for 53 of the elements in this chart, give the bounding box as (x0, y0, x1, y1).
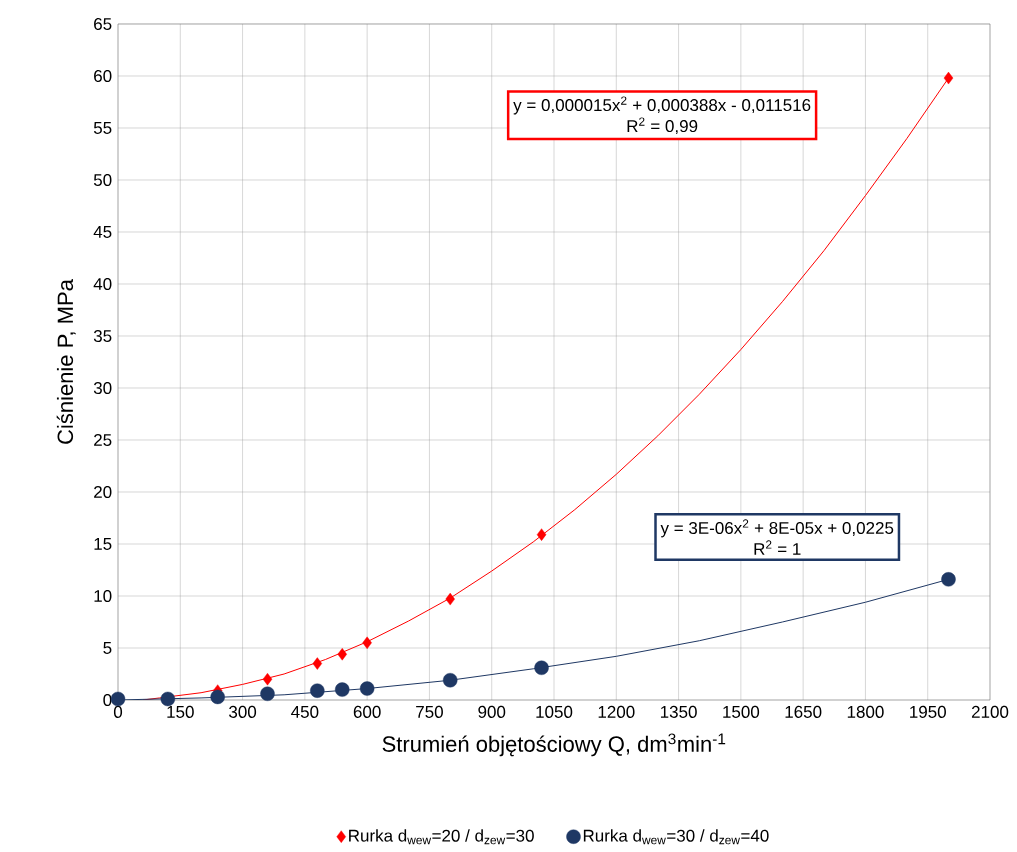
y-tick-label: 25 (94, 433, 112, 447)
y-tick-label: 20 (94, 485, 112, 499)
point (359, 681, 375, 696)
y-tick-label: 15 (94, 538, 112, 550)
x-tick-label: 150 (167, 705, 194, 718)
annotation: R$^{2}$ = 0,99 (627, 117, 698, 135)
point (362, 636, 372, 649)
point (943, 71, 954, 85)
y-tick-label: 65 (94, 17, 112, 31)
x-tick-label: 1650 (785, 705, 822, 718)
point (262, 673, 273, 686)
x-tick-label: 1350 (660, 705, 697, 718)
x-tick-label: 450 (291, 705, 319, 718)
x-tick-label: 1200 (598, 705, 635, 718)
point (210, 689, 225, 705)
y-tick-label: 55 (93, 122, 112, 134)
legend-label: Rurka d$_{wew}$=20 / d$_{zew}$=30 (349, 829, 534, 845)
x-tick-label: 1500 (723, 705, 760, 718)
y-tick-label: 40 (93, 277, 112, 291)
x-tick-label: 1950 (910, 705, 946, 718)
legend-label: Rurka d$_{wew}$=30 / d$_{zew}$=40 (583, 829, 769, 845)
annotation: y = 0,000015x$^{2}$ + 0,000388x - 0,011516 (513, 96, 811, 115)
point (160, 691, 176, 707)
y-tick-label: 0 (103, 693, 112, 707)
point (445, 592, 455, 606)
y-axis-title: Ciśnienie P, MPa (56, 279, 76, 444)
x-tick-label: 900 (478, 705, 506, 718)
y-tick-label: 60 (94, 69, 112, 83)
y-tick-label: 30 (93, 381, 112, 395)
x-tick-label: 0 (113, 705, 123, 718)
point (337, 648, 347, 661)
y-tick-label: 45 (93, 226, 112, 238)
point (260, 686, 275, 701)
x-axis-title: Strumień objętościowy Q, dm$^{3}$min$^{-1}$ (382, 733, 726, 757)
x-tick-label: 600 (353, 705, 381, 718)
y-tick-label: 10 (94, 589, 112, 603)
y-tick-label: 50 (93, 173, 112, 187)
x-tick-label: 2100 (971, 705, 1009, 718)
point (312, 657, 323, 670)
point (534, 660, 549, 675)
x-tick-label: 750 (416, 705, 443, 718)
point (941, 572, 956, 587)
annotation: R$^{2}$ = 1 (754, 540, 801, 555)
y-tick-label: 35 (93, 329, 112, 343)
y-tick-label: 5 (103, 642, 112, 654)
point (536, 528, 547, 541)
point (310, 683, 325, 698)
point (335, 682, 350, 697)
x-tick-label: 1800 (847, 705, 884, 718)
x-tick-label: 1050 (536, 705, 573, 718)
x-tick-label: 300 (229, 705, 257, 718)
annotation: y = 3E-06x$^{2}$ + 8E-05x + 0,0225 (660, 519, 894, 538)
point (443, 673, 458, 688)
